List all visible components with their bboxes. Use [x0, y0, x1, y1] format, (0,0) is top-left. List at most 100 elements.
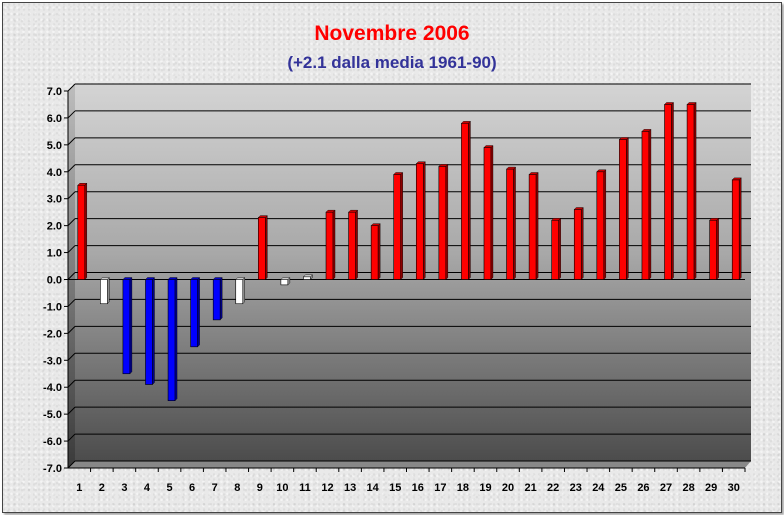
gridline-side: [67, 460, 76, 469]
y-tick-label: 4.0: [47, 167, 62, 179]
gridline-side: [67, 164, 76, 173]
bar-top: [596, 169, 607, 172]
gridline-side: [67, 218, 76, 226]
bar-top: [709, 218, 720, 221]
y-tick-label: -4.0: [43, 382, 62, 394]
x-tick-label: 13: [344, 482, 356, 494]
bar-side: [581, 207, 584, 280]
bar-side: [468, 120, 471, 280]
gridline-side: [67, 352, 76, 361]
x-tick-label: 5: [166, 482, 172, 494]
bar-front: [122, 279, 131, 375]
x-tick-label: 7: [212, 482, 218, 494]
y-tick-label: 1.0: [47, 248, 62, 260]
bar-front: [190, 279, 198, 348]
bar-side: [265, 215, 268, 280]
bar-front: [235, 279, 244, 305]
x-tick-label: 15: [389, 482, 401, 494]
x-tick-label: 29: [705, 482, 717, 494]
bar-side: [174, 277, 178, 402]
bar-front: [731, 179, 740, 280]
bar: [235, 277, 246, 305]
bar-front: [212, 279, 221, 321]
x-tick-label: 12: [321, 482, 333, 494]
bar-top: [145, 277, 155, 280]
bar-front: [483, 147, 492, 280]
bar-side: [671, 101, 674, 280]
y-tick-label: -1.0: [43, 301, 62, 313]
bar-front: [664, 104, 672, 280]
bar-top: [664, 102, 674, 105]
bar: [77, 182, 88, 280]
bar-front: [303, 276, 311, 280]
bar-front: [506, 168, 514, 280]
bar: [460, 120, 471, 280]
bar-side: [558, 217, 561, 280]
bar-front: [438, 166, 447, 280]
bar-top: [393, 172, 404, 175]
gridline-side: [67, 406, 76, 415]
bar-side: [355, 209, 358, 280]
x-tick-label: 3: [121, 482, 127, 494]
bar-top: [618, 137, 629, 140]
bar-front: [461, 123, 469, 280]
bar-top: [77, 183, 88, 186]
y-tick-label: 0.0: [47, 275, 62, 287]
y-tick-label: -5.0: [43, 409, 62, 421]
bar-front: [370, 225, 379, 280]
bar-top: [731, 177, 742, 181]
bar-side: [693, 101, 697, 280]
bar-top: [212, 277, 223, 280]
bar: [99, 277, 110, 305]
bar-front: [528, 174, 537, 280]
chart-title: Novembre 2006: [314, 22, 470, 45]
bar: [393, 171, 404, 280]
y-tick-label: -7.0: [43, 463, 62, 475]
bar-top: [99, 277, 110, 280]
bar-side: [197, 277, 200, 348]
bar: [257, 215, 268, 280]
bar: [370, 223, 381, 280]
bar-side: [242, 277, 245, 305]
bar-front: [551, 219, 559, 280]
bar-side: [716, 217, 719, 280]
gridline-side: [67, 110, 76, 119]
gridline-side: [67, 433, 76, 442]
bar-top: [483, 145, 494, 148]
x-tick-label: 23: [570, 482, 582, 494]
bar-side: [332, 209, 336, 280]
bar-side: [107, 277, 110, 305]
bar-top: [438, 164, 449, 167]
bar: [528, 171, 539, 280]
bar: [618, 136, 629, 280]
x-tick-label: 8: [234, 482, 240, 494]
y-tick-label: 6.0: [47, 113, 62, 125]
gridline-side: [67, 299, 76, 307]
bar-front: [258, 217, 266, 280]
x-tick-label: 24: [592, 482, 605, 494]
x-tick-label: 4: [144, 482, 151, 494]
bar-top: [325, 209, 336, 213]
bar-top: [370, 223, 381, 226]
bar-side: [219, 277, 223, 321]
x-tick-label: 22: [547, 482, 559, 494]
bar: [596, 169, 607, 280]
bar: [325, 209, 336, 280]
bar-top: [280, 277, 291, 280]
bar: [145, 277, 155, 386]
bar: [348, 209, 359, 280]
bar: [438, 163, 449, 280]
gridline-side: [67, 83, 76, 92]
bar-side: [445, 163, 449, 280]
x-tick-label: 26: [637, 482, 649, 494]
bar: [641, 128, 652, 280]
bar-front: [167, 279, 176, 401]
gridline-side: [67, 245, 76, 253]
y-tick-label: -2.0: [43, 328, 62, 340]
y-tick-label: -3.0: [43, 355, 62, 367]
x-tick-label: 11: [299, 482, 311, 494]
bar-front: [415, 163, 424, 280]
bar-top: [235, 277, 246, 280]
x-tick-label: 17: [434, 482, 446, 494]
